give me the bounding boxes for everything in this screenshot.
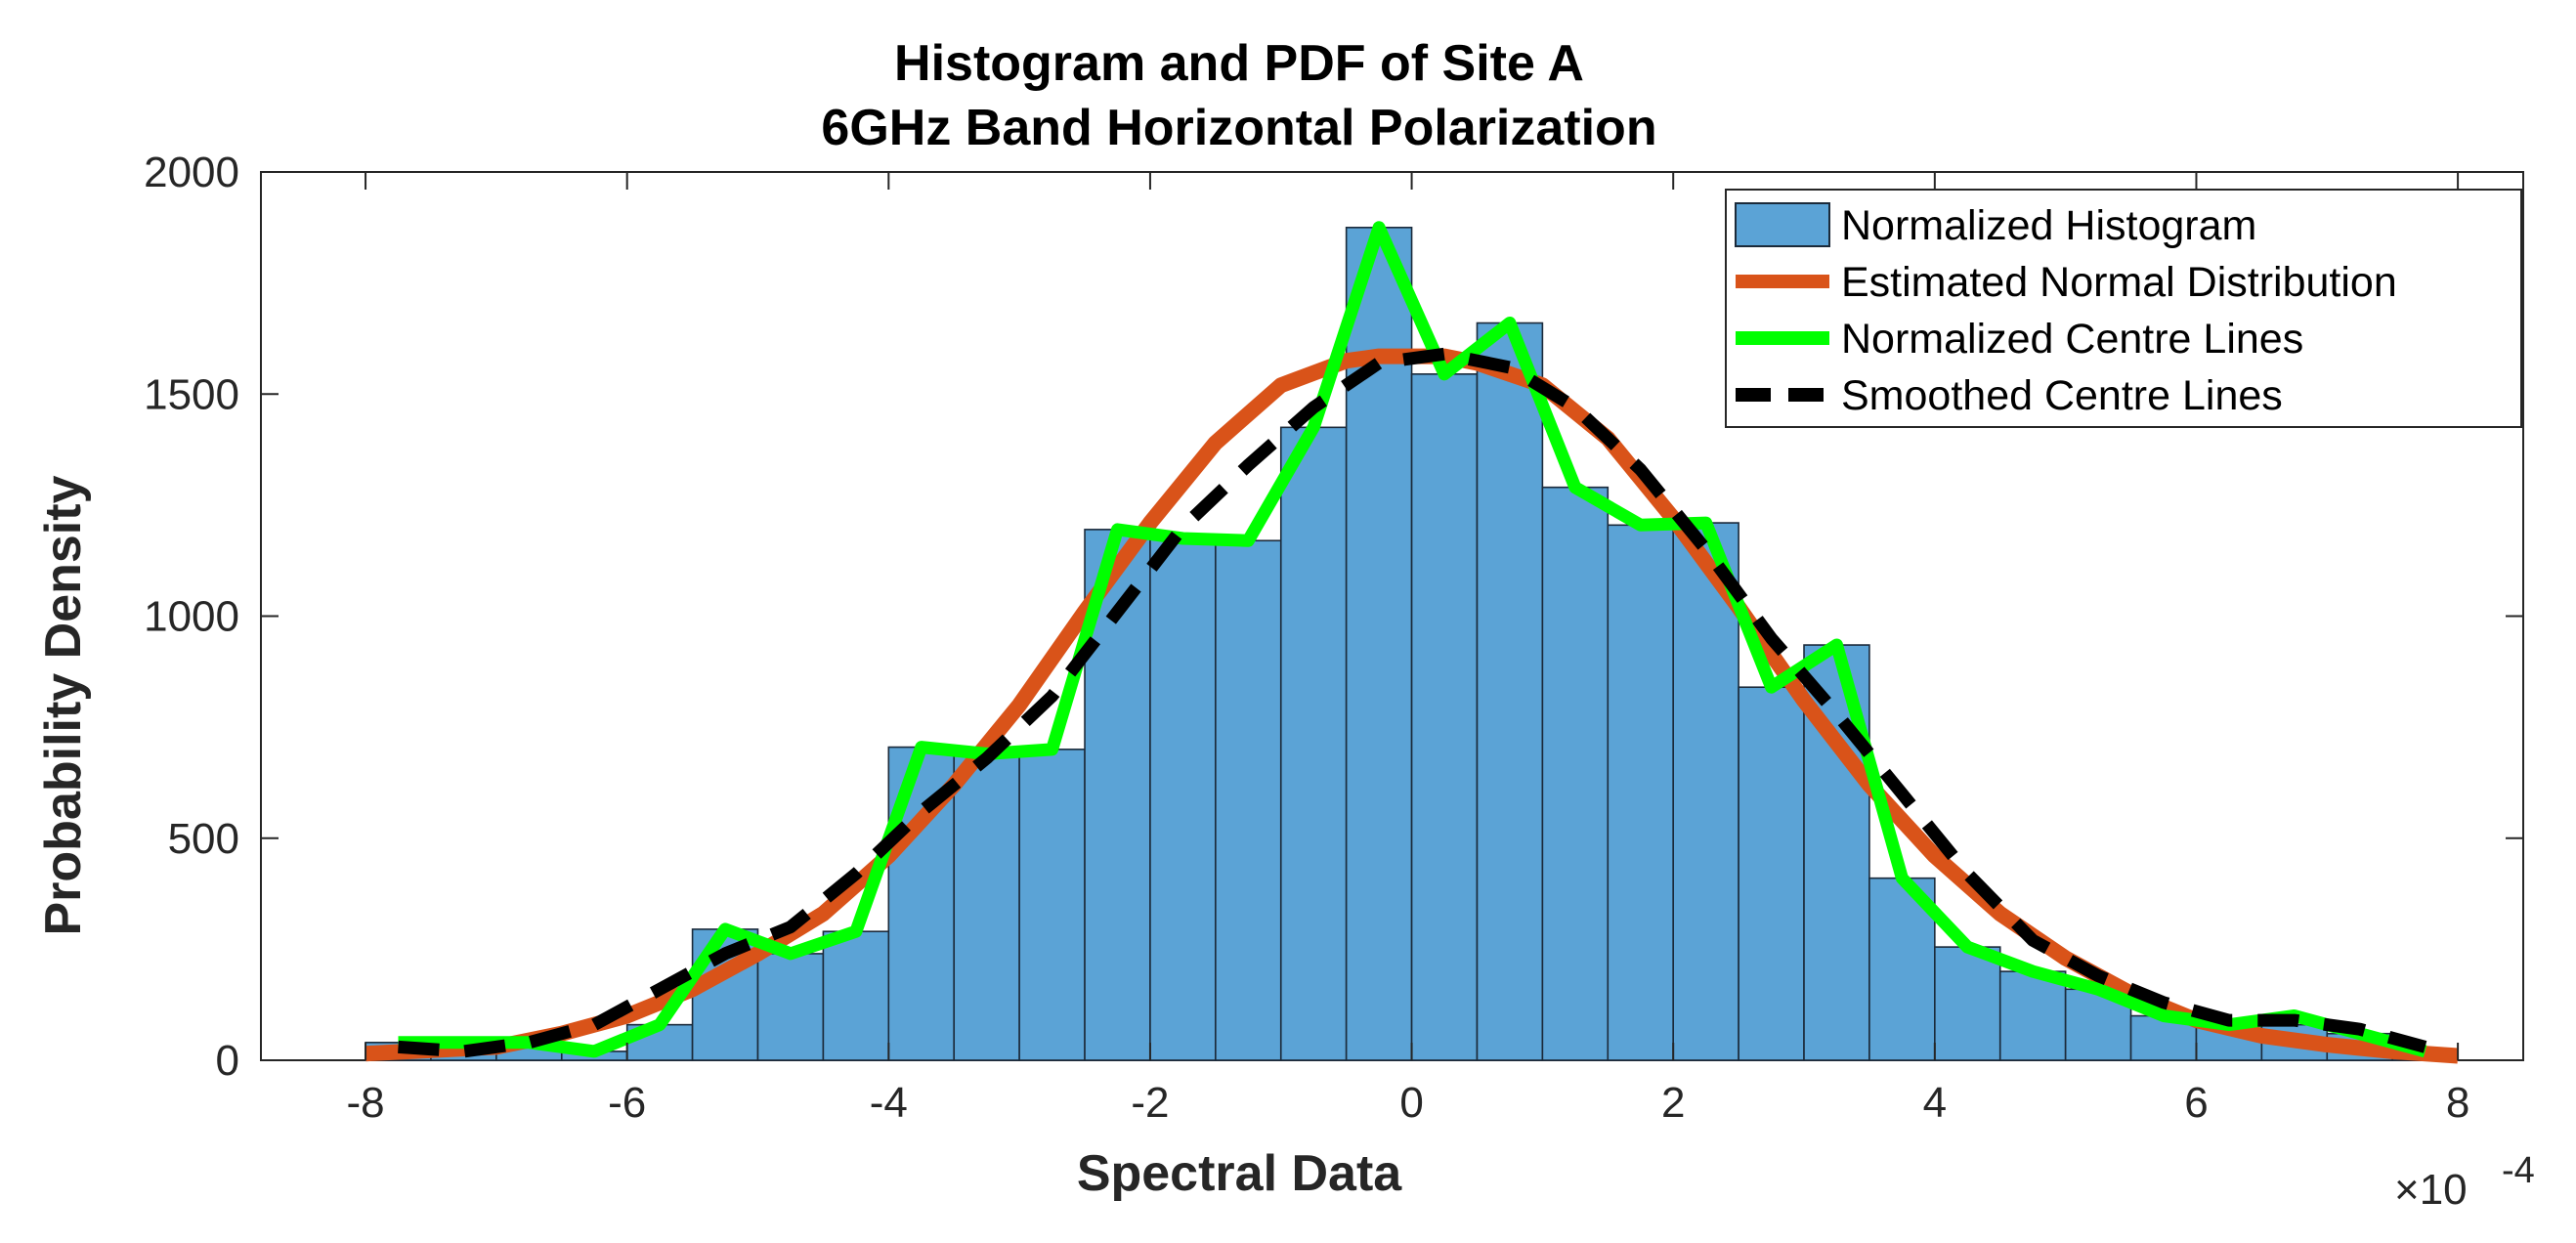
y-axis-label: Probability Density bbox=[35, 475, 92, 935]
x-exponent-base: ×10 bbox=[2394, 1166, 2468, 1214]
histogram-bar-24 bbox=[1934, 946, 2001, 1061]
chart-title-line2: 6GHz Band Horizontal Polarization bbox=[821, 100, 1656, 156]
histogram-bar-14 bbox=[1279, 426, 1348, 1061]
x-tick-label: -8 bbox=[346, 1079, 384, 1127]
histogram-bar-25 bbox=[1998, 970, 2067, 1061]
legend-label: Estimated Normal Distribution bbox=[1841, 259, 2397, 306]
y-tick-label: 2000 bbox=[144, 149, 239, 196]
x-exponent: ×10 -4 bbox=[2394, 1150, 2535, 1214]
histogram-bar-19 bbox=[1607, 524, 1675, 1061]
histogram-bar-9 bbox=[953, 752, 1020, 1061]
x-tick-label: -2 bbox=[1131, 1079, 1169, 1127]
series-line-smoothed-centre-lines bbox=[398, 347, 2427, 1058]
y-tick-label: 0 bbox=[216, 1037, 239, 1085]
x-exponent-power: -4 bbox=[2502, 1150, 2535, 1191]
histogram-bar-17 bbox=[1476, 321, 1544, 1061]
y-tick-label: 500 bbox=[168, 815, 239, 863]
x-tick-label: -6 bbox=[608, 1079, 646, 1127]
histogram-bar-16 bbox=[1410, 372, 1479, 1061]
chart-title-line1: Histogram and PDF of Site A bbox=[894, 35, 1584, 92]
y-tick-label: 1500 bbox=[144, 370, 239, 418]
y-tick-label: 1000 bbox=[144, 593, 239, 641]
legend-swatch-histogram bbox=[1735, 202, 1830, 247]
legend-box bbox=[1725, 189, 2522, 428]
histogram-bar-6 bbox=[756, 953, 825, 1061]
histogram-bar-12 bbox=[1149, 537, 1217, 1061]
legend-label: Normalized Centre Lines bbox=[1841, 316, 2303, 363]
legend-label: Normalized Histogram bbox=[1841, 202, 2256, 249]
series-line-normalized-centre-lines bbox=[398, 221, 2427, 1058]
histogram-bar-13 bbox=[1215, 539, 1282, 1061]
histogram-bar-7 bbox=[822, 930, 890, 1061]
x-tick-label: 2 bbox=[1661, 1079, 1685, 1127]
plot-area: -8 -6 -4 -2 0 2 4 6 8 0 500 1000 1500 2000 bbox=[144, 149, 2524, 1127]
histogram-bar-20 bbox=[1672, 522, 1739, 1061]
legend: Normalized Histogram Estimated Normal Dis… bbox=[1725, 189, 2522, 428]
histogram-bar-21 bbox=[1738, 686, 1805, 1061]
x-tick-label: 4 bbox=[1923, 1079, 1947, 1127]
x-tick-label: 0 bbox=[1399, 1079, 1423, 1127]
histogram-bar-18 bbox=[1541, 486, 1610, 1061]
x-tick-label: 8 bbox=[2446, 1079, 2469, 1127]
legend-label: Smoothed Centre Lines bbox=[1841, 372, 2283, 419]
x-axis-label: Spectral Data bbox=[1077, 1145, 1402, 1202]
histogram-bar-10 bbox=[1018, 749, 1086, 1061]
x-tick-label: 6 bbox=[2184, 1079, 2208, 1127]
x-tick-label: -4 bbox=[870, 1079, 908, 1127]
